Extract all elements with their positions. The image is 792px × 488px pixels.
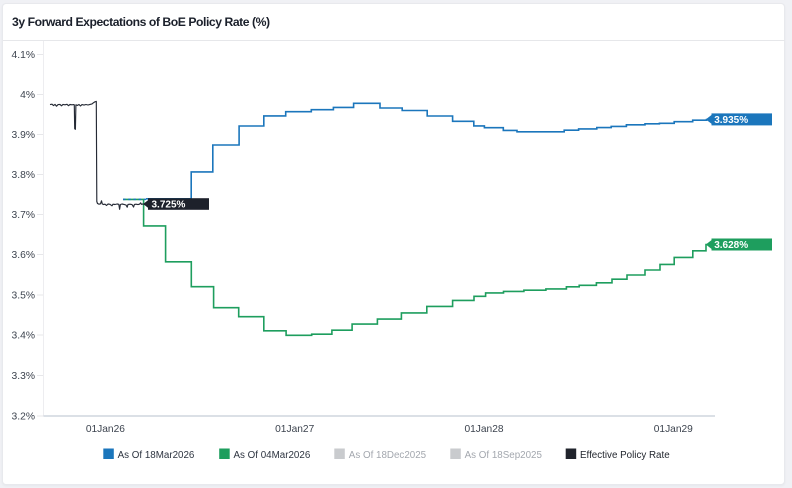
svg-text:As Of 18Dec2025: As Of 18Dec2025 xyxy=(349,450,427,461)
svg-text:3.3%: 3.3% xyxy=(12,371,35,382)
svg-text:As Of 18Mar2026: As Of 18Mar2026 xyxy=(118,450,195,461)
svg-text:3.935%: 3.935% xyxy=(714,115,748,126)
svg-text:3.5%: 3.5% xyxy=(12,290,35,301)
svg-text:4.1%: 4.1% xyxy=(12,50,35,61)
svg-text:3.7%: 3.7% xyxy=(12,210,35,221)
svg-text:01Jan26: 01Jan26 xyxy=(86,424,125,435)
svg-text:3.9%: 3.9% xyxy=(12,130,35,141)
svg-text:3.6%: 3.6% xyxy=(12,250,35,261)
svg-text:4%: 4% xyxy=(20,90,35,101)
svg-text:As Of 04Mar2026: As Of 04Mar2026 xyxy=(234,450,311,461)
svg-text:As Of 18Sep2025: As Of 18Sep2025 xyxy=(465,450,543,461)
svg-text:Effective Policy Rate: Effective Policy Rate xyxy=(580,450,670,461)
svg-text:3.8%: 3.8% xyxy=(12,170,35,181)
svg-text:3.4%: 3.4% xyxy=(12,331,35,342)
svg-text:3.2%: 3.2% xyxy=(12,411,35,422)
svg-text:01Jan28: 01Jan28 xyxy=(464,424,503,435)
svg-text:3.725%: 3.725% xyxy=(152,200,186,211)
svg-text:01Jan29: 01Jan29 xyxy=(654,424,693,435)
svg-text:3.628%: 3.628% xyxy=(714,240,748,251)
svg-text:01Jan27: 01Jan27 xyxy=(275,424,314,435)
